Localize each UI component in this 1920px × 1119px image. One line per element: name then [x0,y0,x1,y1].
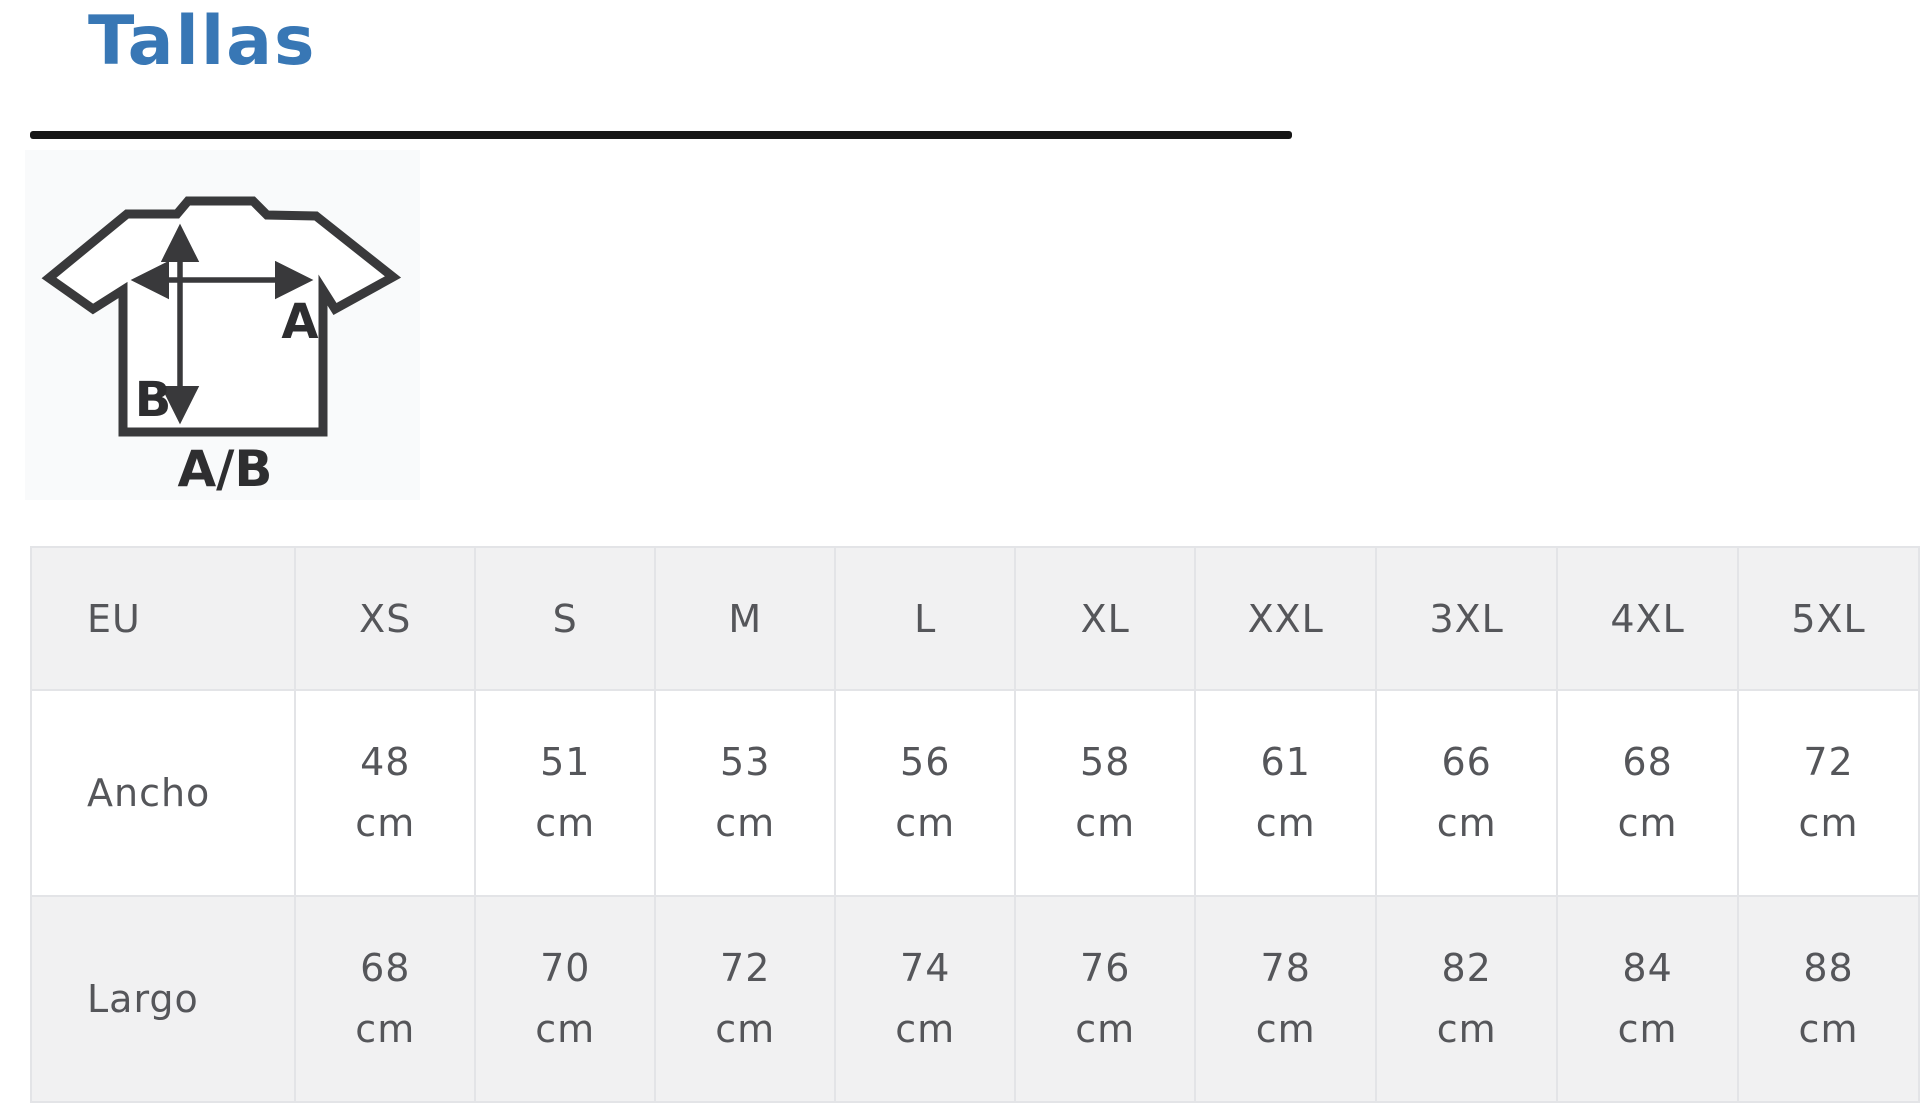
size-column-header: M [654,546,837,691]
size-column-header: XXL [1194,546,1378,691]
size-value-cell: 66 cm [1375,689,1559,897]
size-value-cell: 53 cm [654,689,837,897]
size-value-cell: 61 cm [1194,689,1378,897]
size-column-header: 3XL [1375,546,1559,691]
size-column-header: L [834,546,1017,691]
diagram-caption: A/B [177,440,272,498]
shirt-measurement-diagram: A B A/B [25,150,420,500]
size-value-cell: 78 cm [1194,895,1378,1103]
size-column-header: 5XL [1737,546,1920,691]
size-column-header: S [474,546,657,691]
size-value-cell: 70 cm [474,895,657,1103]
size-table-body: Ancho 48 cm 51 cm 53 cm 56 cm 58 cm 61 cm 66 cm… [29,689,1920,1103]
size-value-cell: 48 cm [294,689,477,897]
size-table-row: Largo 68 cm 70 cm 72 cm 74 cm 76 cm 78 cm 82 cm… [29,895,1920,1103]
size-value-cell: 84 cm [1556,895,1740,1103]
size-column-header: XL [1014,546,1197,691]
measurement-row-label: Ancho [29,689,297,897]
size-table-row: Ancho 48 cm 51 cm 53 cm 56 cm 58 cm 61 cm 66 cm… [29,689,1920,897]
title-underline [30,131,1292,139]
tshirt-outline [41,196,402,437]
width-arrow-label: A [281,294,318,350]
size-value-cell: 58 cm [1014,689,1197,897]
size-value-cell: 72 cm [654,895,837,1103]
tshirt-icon: A B A/B [41,196,402,498]
length-arrow-label: B [135,372,172,428]
size-value-cell: 76 cm [1014,895,1197,1103]
size-value-cell: 68 cm [1556,689,1740,897]
size-column-header: XS [294,546,477,691]
size-table: EU XS S M L XL XXL 3XL 4XL 5XL Ancho 48 cm 51 cm 53 … [29,546,1920,1103]
size-value-cell: 88 cm [1737,895,1920,1103]
size-value-cell: 51 cm [474,689,657,897]
unit-column-header: EU [29,546,297,691]
size-value-cell: 74 cm [834,895,1017,1103]
measurement-row-label: Largo [29,895,297,1103]
size-column-header: 4XL [1556,546,1740,691]
size-table-header-row: EU XS S M L XL XXL 3XL 4XL 5XL [29,546,1920,691]
size-value-cell: 82 cm [1375,895,1559,1103]
size-value-cell: 72 cm [1737,689,1920,897]
size-value-cell: 56 cm [834,689,1017,897]
size-value-cell: 68 cm [294,895,477,1103]
page-title: Tallas [88,2,317,81]
